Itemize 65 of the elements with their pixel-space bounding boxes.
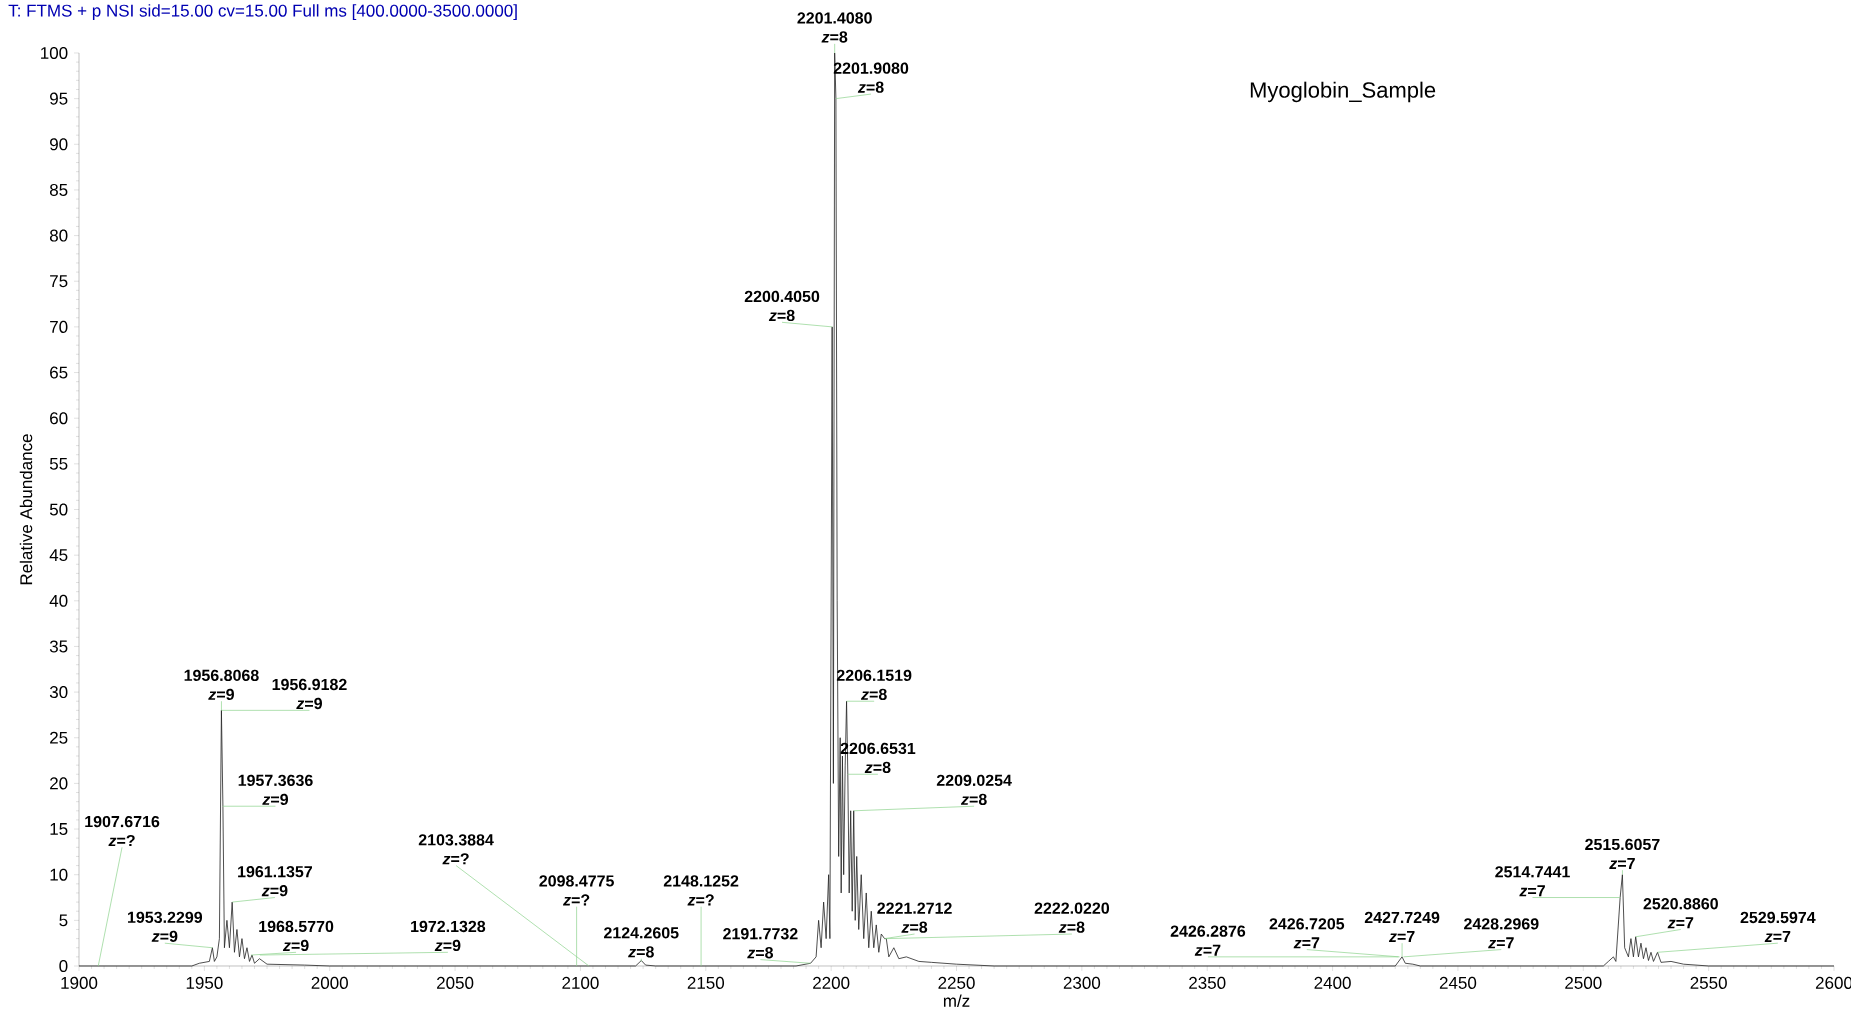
y-tick-label: 35	[49, 640, 68, 653]
annotation: 2191.7732 z=8	[723, 928, 798, 959]
x-axis-title: m/z	[943, 994, 970, 1007]
annotation: 2209.0254 z=8	[936, 774, 1012, 806]
y-tick-label: 50	[49, 503, 68, 516]
x-tick-label: 2150	[687, 976, 725, 989]
y-tick-label: 20	[50, 777, 68, 790]
y-tick-label: 65	[50, 366, 68, 379]
chart-title: T: FTMS + p NSI sid=15.00 cv=15.00 Full ms [400.0000-3500.0000]	[8, 4, 517, 21]
annotation: 2514.7441 z=7	[1495, 866, 1570, 897]
y-tick-label: 80	[49, 229, 68, 242]
x-tick-label: 2500	[1565, 976, 1602, 989]
x-tick-label: 2550	[1690, 976, 1727, 989]
y-tick-label: 0	[59, 959, 68, 973]
y-tick-label: 25	[50, 731, 68, 744]
y-tick-label: 90	[50, 138, 68, 151]
x-tick-label: 1950	[186, 976, 223, 989]
x-tick-label: 1900	[61, 976, 98, 989]
y-axis-title: Relative Abundance	[19, 434, 33, 585]
x-tick-label: 2350	[1189, 976, 1226, 989]
annotation: Myoglobin_Sample	[1250, 81, 1436, 103]
annotation: 2520.8860 z=7	[1643, 898, 1718, 929]
annotation: 2426.7205 z=7	[1269, 918, 1345, 949]
annotation: 2529.5974 z=7	[1740, 911, 1816, 942]
y-tick-label: 30	[49, 686, 68, 699]
annotation: 2201.4080 z=8	[797, 12, 872, 43]
x-tick-label: 2400	[1314, 976, 1351, 989]
y-tick-label: 15	[50, 823, 68, 835]
x-tick-label: 2450	[1439, 976, 1477, 989]
annotation: 2428.2969 z=7	[1464, 918, 1539, 949]
annotation: 1968.5770 z=9	[259, 920, 334, 952]
annotation: 2124.2605 z=8	[604, 927, 679, 958]
annotation: 2222.0220 z=8	[1034, 902, 1110, 933]
annotation: 1957.3636 z=9	[238, 774, 313, 806]
x-tick-label: 2000	[311, 976, 348, 989]
y-tick-label: 55	[49, 457, 68, 470]
annotation: 2221.2712 z=8	[877, 902, 952, 933]
annotation: 2148.1252 z=?	[663, 875, 739, 906]
annotation: 1961.1357 z=9	[238, 865, 313, 897]
y-tick-label: 75	[50, 275, 68, 288]
annotation: 1907.6716 z=?	[85, 815, 160, 847]
x-tick-label: 2050	[437, 976, 474, 989]
y-tick-label: 5	[59, 914, 68, 927]
annotation: 1956.8068 z=9	[184, 669, 259, 701]
annotation: 2098.4775 z=?	[539, 875, 614, 906]
annotation: 1972.1328 z=9	[411, 920, 486, 952]
y-tick-label: 60	[50, 412, 68, 425]
x-tick-label: 2200	[813, 976, 850, 989]
y-tick-label: 10	[50, 868, 68, 881]
annotation: 2103.3884 z=?	[418, 834, 494, 865]
y-tick-label: 70	[50, 320, 68, 333]
x-tick-label: 2300	[1063, 976, 1101, 989]
annotation: 1956.9182 z=9	[272, 678, 347, 710]
y-tick-label: 100	[41, 46, 68, 59]
y-tick-label: 95	[50, 92, 68, 105]
y-tick-label: 40	[49, 594, 68, 607]
annotation: 2200.4050 z=8	[744, 290, 820, 322]
annotation: 2427.7249 z=7	[1364, 911, 1440, 942]
x-tick-label: 2250	[938, 976, 975, 989]
y-tick-label: 45	[49, 549, 68, 562]
x-tick-label: 2100	[562, 976, 599, 989]
annotation: 2515.6057 z=7	[1585, 838, 1660, 869]
y-tick-label: 85	[49, 183, 68, 196]
annotation: 1953.2299 z=9	[128, 911, 203, 942]
annotation: 2426.2876 z=7	[1170, 925, 1246, 956]
